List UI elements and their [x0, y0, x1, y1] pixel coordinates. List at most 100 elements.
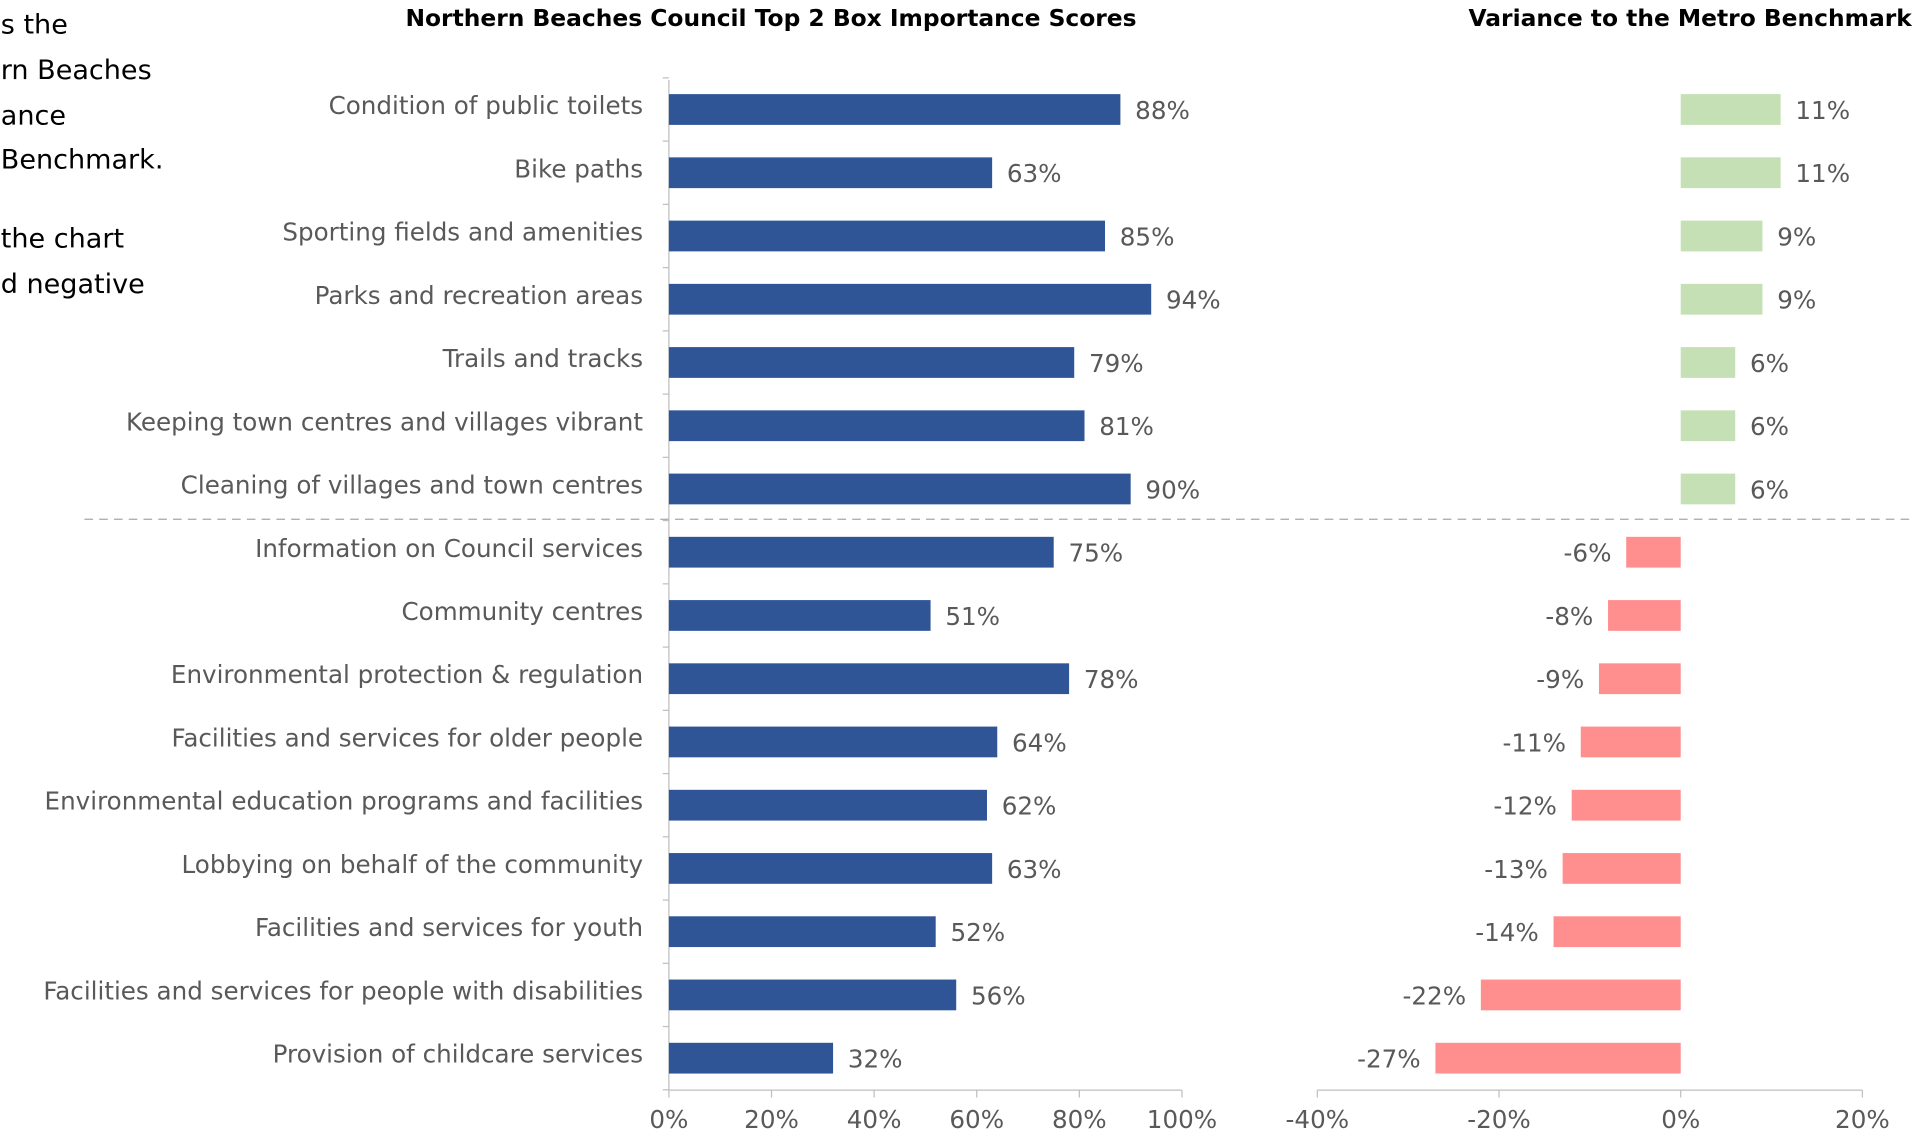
x-tick-label: 20% — [744, 1105, 799, 1132]
bar — [668, 916, 936, 948]
category-label: Parks and recreation areas — [315, 281, 643, 310]
value-label: -27% — [1357, 1045, 1421, 1074]
bar — [1571, 789, 1681, 821]
value-label: 63% — [1007, 855, 1062, 884]
bar — [668, 473, 1131, 505]
value-label: 6% — [1750, 475, 1789, 504]
chart-title: Northern Beaches Council Top 2 Box Impor… — [405, 4, 1136, 32]
x-tick-label: 0% — [1661, 1105, 1700, 1132]
category-label: Facilities and services for older people — [171, 723, 643, 752]
value-label: 94% — [1166, 286, 1221, 315]
bar — [1680, 157, 1781, 189]
bar — [668, 1042, 834, 1074]
category-label: Facilities and services for people with … — [43, 976, 643, 1005]
bar — [1680, 473, 1736, 505]
bar — [668, 220, 1106, 252]
chart-title: Variance to the Metro Benchmark — [1468, 4, 1912, 32]
bar — [668, 347, 1075, 378]
value-label: 78% — [1084, 665, 1139, 694]
bar — [668, 663, 1070, 695]
category-label: Information on Council services — [255, 534, 643, 563]
bar — [1553, 916, 1681, 948]
x-tick-label: 20% — [1835, 1105, 1890, 1132]
value-label: 9% — [1777, 286, 1816, 315]
value-label: 56% — [971, 981, 1026, 1010]
bar — [668, 853, 993, 884]
bar — [668, 94, 1121, 125]
value-label: 88% — [1135, 96, 1190, 125]
value-label: -13% — [1484, 855, 1548, 884]
category-label: Trails and tracks — [442, 344, 643, 373]
category-label: Keeping town centres and villages vibran… — [126, 407, 643, 436]
side-text: rn Beaches — [1, 55, 152, 86]
value-label: -14% — [1475, 918, 1539, 947]
x-tick-label: 100% — [1147, 1105, 1217, 1132]
category-label: Facilities and services for youth — [255, 913, 643, 942]
value-label: 85% — [1120, 222, 1175, 251]
value-label: 90% — [1145, 475, 1200, 504]
bar — [1580, 726, 1681, 758]
bar — [668, 157, 993, 189]
category-label: Community centres — [401, 597, 643, 626]
bar — [1435, 1042, 1681, 1074]
value-label: -11% — [1502, 728, 1566, 757]
bar — [1480, 979, 1681, 1011]
value-label: 64% — [1012, 728, 1067, 757]
x-tick-label: -20% — [1467, 1105, 1531, 1132]
category-label: Sporting fields and amenities — [282, 218, 643, 247]
category-label: Environmental protection & regulation — [171, 660, 643, 689]
value-label: 62% — [1002, 792, 1057, 821]
side-text: ance — [1, 100, 66, 131]
value-label: 32% — [848, 1045, 903, 1074]
bar — [1598, 663, 1681, 695]
value-label: 9% — [1777, 222, 1816, 251]
category-label: Provision of childcare services — [273, 1040, 643, 1069]
category-label: Environmental education programs and fac… — [45, 787, 643, 816]
bar — [1680, 410, 1736, 442]
value-label: -22% — [1403, 981, 1467, 1010]
bar — [668, 789, 988, 821]
x-tick-label: 0% — [649, 1105, 688, 1132]
value-label: 81% — [1099, 412, 1154, 441]
side-text: the chart — [1, 223, 124, 254]
bar — [1680, 347, 1736, 378]
value-label: 11% — [1795, 159, 1850, 188]
bar — [1680, 220, 1763, 252]
value-label: 6% — [1750, 349, 1789, 378]
value-label: 11% — [1795, 96, 1850, 125]
value-label: 6% — [1750, 412, 1789, 441]
category-label: Lobbying on behalf of the community — [182, 850, 644, 879]
x-tick-label: 60% — [949, 1105, 1004, 1132]
value-label: -6% — [1564, 539, 1612, 568]
category-label: Bike paths — [514, 154, 643, 183]
bar — [1680, 283, 1763, 315]
bar — [668, 979, 957, 1011]
side-text: Benchmark. — [1, 145, 164, 176]
value-label: -9% — [1536, 665, 1584, 694]
x-tick-label: 40% — [847, 1105, 902, 1132]
bar — [1562, 853, 1681, 884]
bar — [668, 600, 931, 631]
side-text: s the — [1, 9, 68, 40]
bar — [668, 410, 1085, 442]
x-tick-label: -40% — [1286, 1105, 1350, 1132]
bar — [668, 536, 1054, 568]
value-label: 51% — [945, 602, 1000, 631]
value-label: 75% — [1068, 539, 1123, 568]
value-label: 52% — [950, 918, 1005, 947]
value-label: -8% — [1545, 602, 1593, 631]
bar — [668, 283, 1152, 315]
bar — [668, 726, 998, 758]
bar — [1626, 536, 1681, 568]
value-label: -12% — [1493, 792, 1557, 821]
value-label: 79% — [1089, 349, 1144, 378]
category-label: Condition of public toilets — [329, 91, 643, 120]
category-label: Cleaning of villages and town centres — [181, 471, 643, 500]
bar — [1608, 600, 1681, 631]
x-tick-label: 80% — [1052, 1105, 1107, 1132]
side-text: d negative — [1, 269, 145, 300]
value-label: 63% — [1007, 159, 1062, 188]
bar — [1680, 94, 1781, 125]
